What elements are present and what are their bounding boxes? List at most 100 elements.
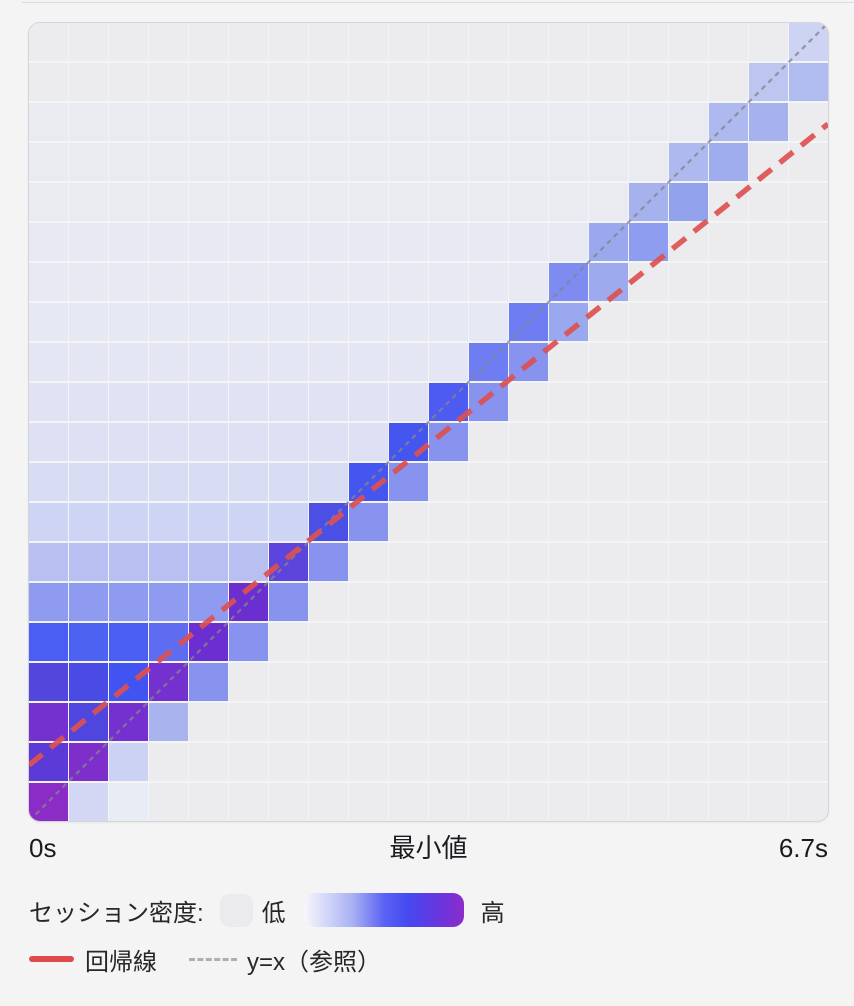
heatmap-cell [549,182,588,222]
heatmap-cell [29,262,68,302]
heatmap-cell [469,742,508,782]
heatmap-cell [629,782,668,821]
heatmap-cell [189,502,228,542]
heatmap-cell [789,582,828,622]
heatmap-cell [429,382,468,422]
heatmap-cell [429,742,468,782]
heatmap-cell [149,582,188,622]
heatmap-cell [709,782,748,821]
heatmap-cell [149,502,188,542]
heatmap-cell [29,782,68,821]
heatmap-cell [149,782,188,821]
heatmap-cell [149,302,188,342]
heatmap-cell [669,262,708,302]
heatmap-cell [29,422,68,462]
heatmap-cell [509,582,548,622]
heatmap-cell [189,462,228,502]
heatmap-cell [149,182,188,222]
heatmap-cell [189,342,228,382]
heatmap-cell [29,502,68,542]
heatmap-cell [29,622,68,662]
heatmap-cell [389,782,428,821]
heatmap-cell [669,342,708,382]
heatmap-cell [429,62,468,102]
heatmap-cell [469,262,508,302]
heatmap-cell [749,462,788,502]
heatmap-cell [389,262,428,302]
heatmap-cell [749,302,788,342]
heatmap-cell [269,782,308,821]
heatmap-cell [229,582,268,622]
heatmap-cell [269,62,308,102]
heatmap-cell [109,742,148,782]
heatmap-cell [309,382,348,422]
heatmap-cell [189,222,228,262]
heatmap-cell [629,302,668,342]
heatmap-cell [469,542,508,582]
heatmap-cell [709,62,748,102]
heatmap-cell [349,702,388,742]
heatmap-cell [509,222,548,262]
heatmap-cell [349,302,388,342]
heatmap-cell [109,382,148,422]
heatmap-cell [469,182,508,222]
heatmap-cell [69,382,108,422]
heatmap-cell [349,462,388,502]
heatmap-cell [69,742,108,782]
heatmap-cell [669,382,708,422]
heatmap-cell [669,222,708,262]
heatmap-cell [669,622,708,662]
heatmap-cell [29,382,68,422]
heatmap-cell [669,182,708,222]
heatmap-cell [229,23,268,62]
heatmap-cell [149,142,188,182]
heatmap-cell [669,142,708,182]
heatmap-cell [189,262,228,302]
heatmap-cell [229,702,268,742]
heatmap-cell [509,62,548,102]
heatmap-cell [389,142,428,182]
heatmap-cell [189,742,228,782]
heatmap-cell [69,222,108,262]
legend-density-row: セッション密度: 低 高 [29,893,505,927]
heatmap-cell [229,782,268,821]
heatmap-cell [389,342,428,382]
heatmap-cell [629,222,668,262]
heatmap-cell [429,502,468,542]
heatmap-cell [349,262,388,302]
heatmap-cell [749,182,788,222]
heatmap-cell [109,422,148,462]
heatmap-cell [549,702,588,742]
heatmap-cell [149,622,188,662]
heatmap-cell [549,622,588,662]
heatmap-cell [269,23,308,62]
heatmap-cell [189,142,228,182]
heatmap-cell [389,462,428,502]
heatmap-cell [389,422,428,462]
heatmap-cell [589,102,628,142]
heatmap-cell [749,142,788,182]
heatmap-cell [789,222,828,262]
heatmap-cell [229,222,268,262]
heatmap-cell [629,502,668,542]
heatmap-cell [749,222,788,262]
heatmap-cell [109,262,148,302]
heatmap-cell [269,462,308,502]
heatmap-cell [589,462,628,502]
heatmap-cell [789,382,828,422]
heatmap-cell [69,262,108,302]
heatmap-cell [189,23,228,62]
heatmap-cell [149,702,188,742]
heatmap-cell [749,262,788,302]
heatmap-cell [69,62,108,102]
x-axis-label-min: 0s [29,833,57,863]
heatmap-cell [509,382,548,422]
heatmap-cell [629,102,668,142]
heatmap-cell [469,702,508,742]
heatmap-cell [429,782,468,821]
heatmap-cell [109,62,148,102]
density-legend-label: セッション密度: [29,899,204,927]
heatmap-cell [709,142,748,182]
heatmap-cell [309,102,348,142]
heatmap-cell [229,342,268,382]
